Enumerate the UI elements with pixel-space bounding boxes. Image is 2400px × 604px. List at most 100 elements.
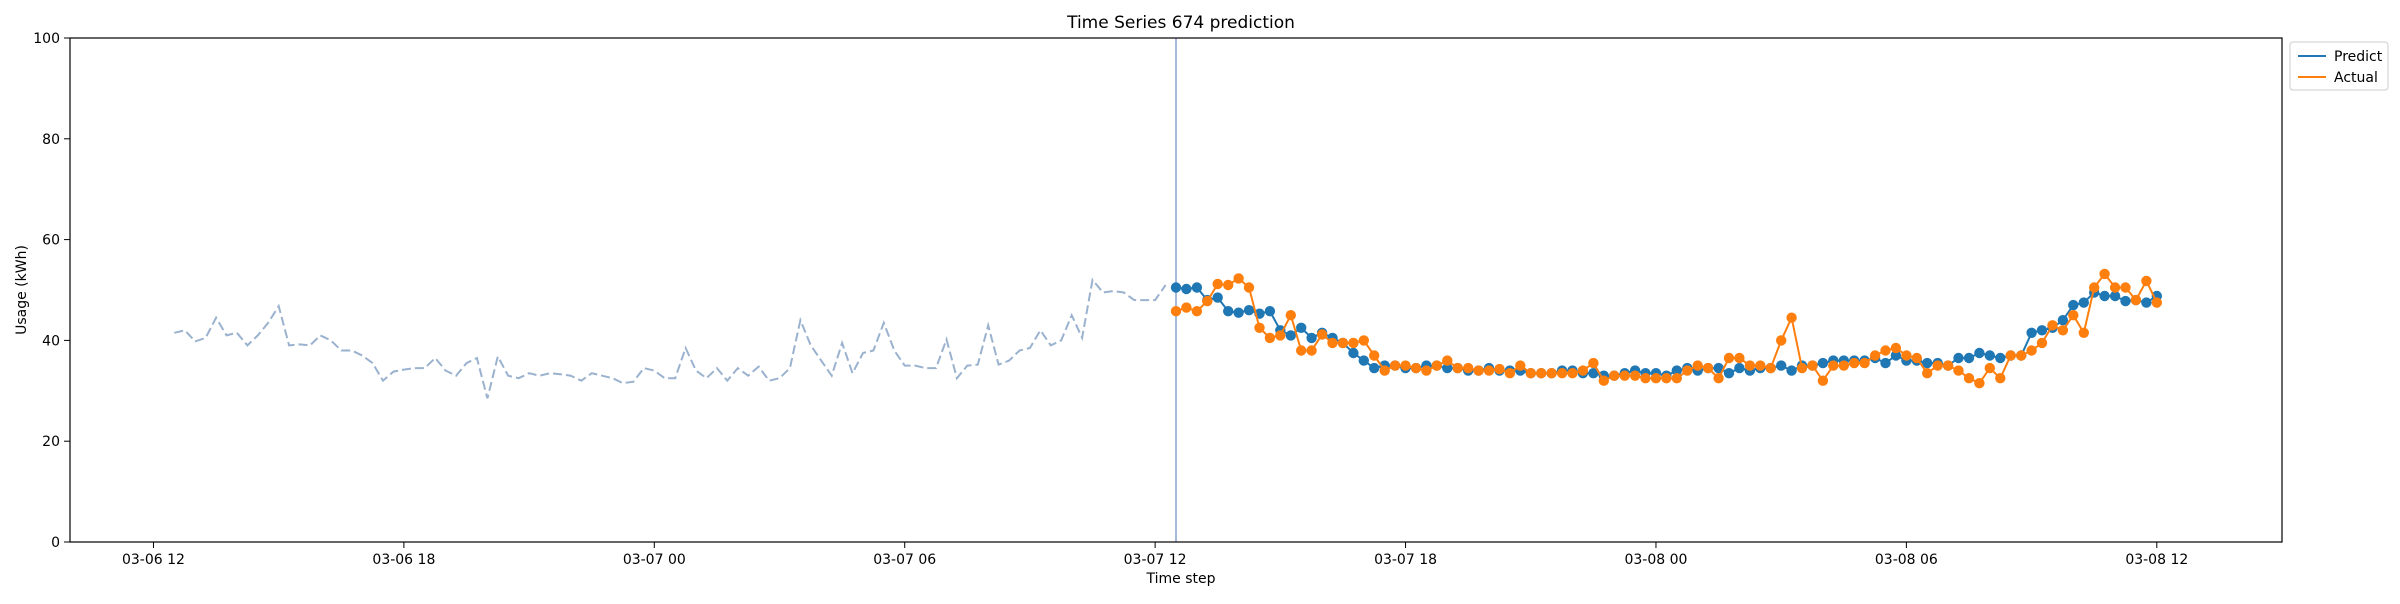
data-point-actual [1734, 352, 1745, 364]
data-point-predict [2120, 295, 2131, 307]
axes: 0 20 40 60 80 100 03-06 12 03-06 18 03-07 00 03-0… [33, 31, 2283, 568]
data-point-actual [1995, 373, 2006, 384]
data-point-actual [1817, 375, 1829, 386]
data-point-predict [1776, 360, 1787, 371]
data-point-actual [1869, 350, 1881, 361]
data-point-predict [1588, 368, 1599, 379]
data-point-predict [1713, 362, 1724, 374]
history-line [174, 277, 1167, 399]
data-point-predict [2036, 325, 2048, 336]
data-point-actual [1849, 357, 1860, 369]
data-point-actual [1901, 350, 1912, 361]
data-point-actual [2099, 268, 2110, 280]
data-point-predict [1191, 282, 1203, 293]
x-tick-label: 03-07 06 [873, 552, 936, 568]
data-point-actual [1431, 360, 1443, 371]
data-point-predict [1723, 368, 1735, 379]
data-point-predict [1212, 292, 1223, 303]
data-point-actual [1536, 368, 1547, 379]
data-point-actual [1984, 362, 1996, 374]
data-point-actual [2089, 282, 2100, 293]
data-point-predict [1734, 362, 1745, 374]
data-point-actual [1348, 337, 1359, 349]
data-point-actual [1233, 273, 1244, 284]
data-point-actual [1609, 370, 1620, 381]
data-point-actual [1421, 365, 1432, 376]
data-point-actual [1974, 378, 1985, 389]
data-point-predict [1817, 357, 1829, 369]
data-point-actual [1723, 352, 1735, 364]
data-point-actual [1838, 360, 1850, 371]
data-point-actual [1556, 368, 1568, 379]
data-point-actual [1922, 368, 1933, 379]
data-point-actual [1744, 360, 1756, 371]
data-point-actual [1473, 365, 1484, 376]
data-point-predict [1922, 357, 1933, 369]
data-point-actual [1525, 368, 1537, 379]
data-point-actual [1786, 312, 1797, 323]
data-point-actual [1650, 373, 1662, 384]
data-point-actual [1890, 342, 1902, 354]
data-point-actual [2130, 294, 2142, 306]
data-point-predict [2141, 297, 2152, 308]
data-point-actual [2078, 327, 2089, 338]
y-axis-label: Usage (kWh) [14, 245, 30, 335]
data-point-predict [1671, 365, 1683, 376]
data-point-actual [1692, 360, 1703, 371]
data-point-predict [1306, 332, 1317, 344]
data-point-actual [1828, 360, 1839, 371]
data-point-predict [1442, 362, 1453, 374]
data-point-predict [1296, 322, 1307, 333]
data-point-actual [1640, 373, 1651, 384]
data-point-predict [2026, 327, 2037, 338]
data-point-actual [1702, 362, 1714, 374]
y-tick-label: 80 [42, 132, 60, 148]
data-point-actual [1567, 368, 1578, 379]
chart-title: Time Series 674 prediction [1066, 13, 1295, 33]
data-point-actual [1619, 370, 1630, 381]
data-point-predict [1974, 347, 1985, 359]
data-point-actual [2057, 325, 2069, 336]
data-point-actual [1463, 362, 1474, 374]
data-point-actual [1776, 335, 1787, 346]
x-tick-label: 03-08 00 [1624, 552, 1687, 568]
data-point-actual [1515, 360, 1526, 371]
data-point-actual [1316, 329, 1328, 340]
data-point-predict [1233, 307, 1244, 318]
x-tick-label: 03-08 06 [1875, 552, 1938, 568]
data-point-actual [1337, 337, 1349, 349]
data-point-predict [2068, 299, 2079, 311]
y-tick-label: 100 [33, 31, 60, 47]
data-point-actual [1296, 345, 1307, 356]
data-point-actual [1880, 345, 1891, 356]
data-point-actual [2036, 337, 2048, 349]
data-point-actual [1807, 360, 1818, 371]
data-point-predict [1223, 306, 1234, 317]
data-point-actual [1285, 310, 1297, 321]
x-axis-label: Time step [1146, 571, 1216, 587]
data-point-predict [1953, 352, 1964, 364]
data-point-predict [2057, 315, 2069, 326]
data-point-actual [1306, 345, 1317, 356]
data-point-predict [1264, 306, 1276, 317]
data-point-predict [1369, 362, 1380, 374]
x-tick-label: 03-06 18 [372, 552, 435, 568]
data-point-predict [1995, 352, 2006, 364]
data-point-actual [2141, 275, 2152, 287]
data-point-predict [2078, 297, 2089, 308]
data-point-actual [1243, 282, 1255, 293]
data-point-predict [1285, 330, 1297, 341]
data-point-predict [1348, 347, 1359, 359]
data-point-actual [1452, 362, 1463, 374]
data-point-actual [1191, 306, 1203, 317]
x-tick-label: 03-08 12 [2125, 552, 2188, 568]
data-point-actual [1765, 362, 1776, 374]
data-point-predict [1984, 350, 1996, 361]
data-point-actual [1223, 279, 1234, 291]
data-point-actual [1494, 363, 1505, 375]
data-point-actual [1859, 357, 1870, 369]
data-point-predict [1181, 283, 1192, 295]
x-tick-label: 03-07 12 [1124, 552, 1187, 568]
data-point-actual [1796, 362, 1808, 374]
